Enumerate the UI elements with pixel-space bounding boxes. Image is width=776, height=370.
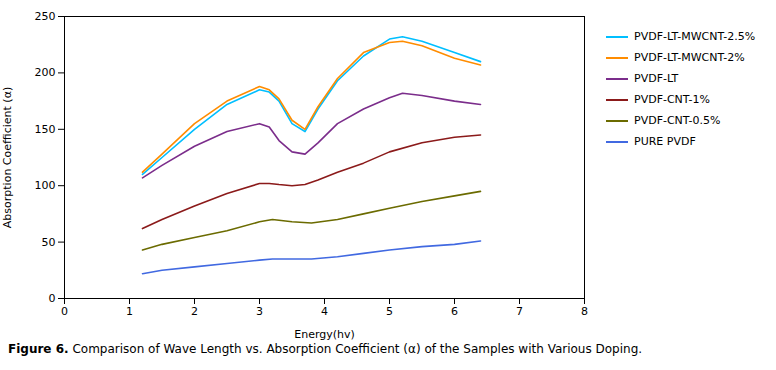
html-text:PVDF-CNT-0.5%: PVDF-CNT-0.5% [634,114,721,127]
svg-text:50: 50 [42,236,56,249]
svg-text:100: 100 [35,179,56,192]
html-text:Figure 6. Comparison of Wave L: Figure 6. Comparison of Wave Length vs. … [8,342,643,356]
html-text:PVDF-LT: PVDF-LT [634,72,679,85]
html-text:PVDF-LT-MWCNT-2%: PVDF-LT-MWCNT-2% [634,51,745,64]
svg-text:6: 6 [451,305,458,318]
svg-text:5: 5 [386,305,393,318]
html-text:PURE PVDF: PURE PVDF [634,135,696,148]
svg-text:1: 1 [126,305,133,318]
svg-text:200: 200 [35,66,56,79]
svg-text:0: 0 [61,305,68,318]
svg-text:150: 150 [35,123,56,136]
svg-text:2: 2 [191,305,198,318]
html-text:PVDF-LT-MWCNT-2.5%: PVDF-LT-MWCNT-2.5% [634,30,756,43]
svg-text:4: 4 [321,305,328,318]
svg-text:250: 250 [35,10,56,23]
svg-text:7: 7 [516,305,523,318]
svg-text:Energy(hv): Energy(hv) [294,328,355,341]
svg-text:3: 3 [256,305,263,318]
svg-text:0: 0 [49,292,56,305]
html-text:PVDF-CNT-1%: PVDF-CNT-1% [634,93,710,106]
svg-text:8: 8 [581,305,588,318]
svg-text:Absorption Coefficient (α): Absorption Coefficient (α) [1,87,14,228]
